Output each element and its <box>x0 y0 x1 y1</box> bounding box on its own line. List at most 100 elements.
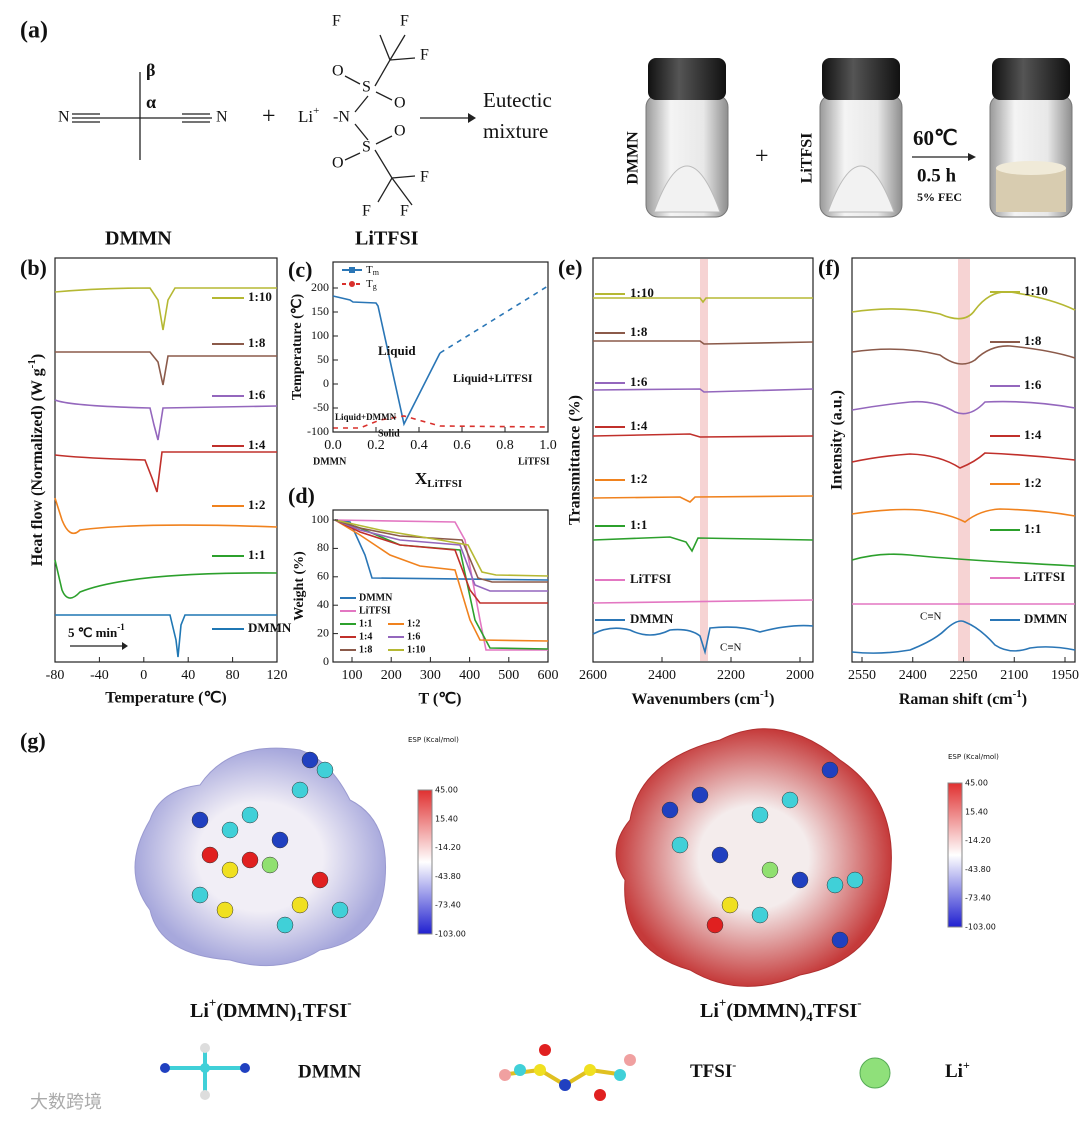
label: T <box>366 264 373 276</box>
atom <box>291 896 309 914</box>
shape <box>334 519 548 592</box>
vial-label: DMMN <box>625 131 642 185</box>
shape <box>968 153 976 161</box>
label: T (℃) <box>418 691 461 708</box>
shape <box>468 113 476 123</box>
x-tick-label: 2000 <box>786 668 814 683</box>
group: 200 150 100 50 0 -50 -100 <box>307 280 338 438</box>
legend-label: 1:10 <box>407 644 425 655</box>
atom <box>514 1064 526 1076</box>
label: Eutectic <box>483 88 552 112</box>
shape <box>55 614 277 658</box>
esp-surface-1 <box>134 747 387 967</box>
atom <box>826 876 844 894</box>
group: -80 -40 0 40 80 120 <box>46 657 288 683</box>
label: Liquid+DMMN <box>335 412 397 422</box>
caption-part: TFSI <box>303 1000 348 1022</box>
y-tick-label: -50 <box>313 400 329 414</box>
shape <box>947 782 963 928</box>
shape <box>55 351 277 386</box>
label: -1 <box>760 688 769 700</box>
shape <box>592 624 814 656</box>
shape <box>54 559 278 599</box>
x-tick-label: -80 <box>46 668 65 683</box>
y-tick-label: 0 <box>323 376 329 390</box>
atom <box>711 846 729 864</box>
label: Wavenumbers (cm-1) <box>632 688 775 708</box>
atom <box>221 821 239 839</box>
label: ) <box>1022 691 1027 708</box>
caption-part: 1 <box>296 1009 303 1024</box>
shape <box>334 519 548 604</box>
label: Li+(DMMN)1TFSI- <box>190 995 352 1024</box>
shape <box>54 497 278 535</box>
y-tick-label: -100 <box>307 424 329 438</box>
x-tick-label: 2550 <box>848 668 876 683</box>
atom <box>661 801 679 819</box>
label: β <box>146 60 155 80</box>
x-tick-label: -40 <box>90 668 109 683</box>
label: (f) <box>818 255 840 280</box>
label: -N <box>333 109 350 126</box>
label: (e) <box>558 255 582 280</box>
atom <box>200 1090 210 1100</box>
colorbar-label: -73.40 <box>965 894 991 903</box>
label: C≡N <box>920 611 942 623</box>
label: Liquid+LiTFSI <box>453 371 533 385</box>
colorbar-label: -14.20 <box>965 836 991 845</box>
label: - <box>732 1058 736 1072</box>
label: 5 ℃ min-1 <box>68 622 125 640</box>
shape <box>851 452 1076 469</box>
label: + <box>262 104 276 130</box>
label: Temperature (℃) <box>105 690 227 707</box>
shape <box>851 400 1076 415</box>
x-tick-label: 0 <box>140 668 147 683</box>
atom <box>624 1054 636 1066</box>
vial-cap <box>992 58 1070 100</box>
caption-part: TFSI <box>813 1000 858 1022</box>
liquid <box>996 168 1066 212</box>
atom <box>721 896 739 914</box>
group: 2600 2400 2200 2000 <box>579 657 814 683</box>
label: Temperature (℃) <box>290 294 305 401</box>
y-tick-label: 100 <box>311 328 329 342</box>
atom <box>781 791 799 809</box>
legend-label: 1:8 <box>359 644 372 655</box>
shape <box>593 340 814 345</box>
x-tick-label: 0.4 <box>410 438 428 453</box>
legend-label: 1:1 <box>359 618 372 629</box>
x-tick-label: 500 <box>498 668 519 683</box>
label: Intensity (a.u.) <box>829 390 846 490</box>
group <box>191 751 864 949</box>
legend-label: 1:2 <box>1024 475 1041 490</box>
group: 100 80 60 40 20 0 <box>311 512 338 668</box>
atom <box>846 871 864 889</box>
lithium <box>859 1057 891 1089</box>
shape <box>333 415 549 429</box>
atom <box>534 1064 546 1076</box>
y-tick-label: 100 <box>311 512 329 526</box>
label: + <box>313 105 319 117</box>
label: mixture <box>483 119 548 143</box>
x-tick-label: 2200 <box>717 668 745 683</box>
x-tick-label: 2100 <box>1000 668 1028 683</box>
shape <box>958 259 970 661</box>
legend-label: 1:8 <box>1024 333 1042 348</box>
legend-label: 1:2 <box>407 618 420 629</box>
shape <box>851 508 1076 523</box>
label: ) <box>769 691 774 708</box>
colorbar-label: -14.20 <box>435 843 461 852</box>
atom <box>261 856 279 874</box>
colorbar-label: 45.00 <box>435 786 458 795</box>
powder <box>653 165 721 213</box>
label: ) <box>29 354 46 359</box>
y-tick-label: 40 <box>317 597 329 611</box>
legend-label: 1:4 <box>1024 427 1042 442</box>
atom-label: O <box>332 63 344 80</box>
shape <box>334 519 549 581</box>
label: DMMN <box>298 1061 362 1082</box>
label: Tm <box>366 264 380 277</box>
label: XLiTFSI <box>415 469 462 490</box>
label: N <box>216 109 228 126</box>
atom <box>316 761 334 779</box>
